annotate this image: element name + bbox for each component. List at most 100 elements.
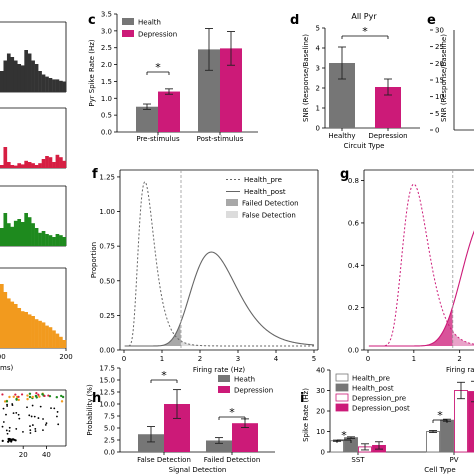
c-bar-depression	[220, 48, 242, 132]
raster-spike-pyr	[6, 405, 9, 407]
c-ytick-label: 2.5	[101, 44, 112, 52]
histogram-bar	[34, 228, 39, 246]
histogram-bar	[52, 162, 56, 168]
panel-d: d All Pyr 0 1 2 3 4 5 SNR (Response/Baseline) Hea…	[290, 12, 420, 150]
c-legend-swatch	[122, 30, 134, 37]
raster-spike-pyr	[13, 438, 16, 441]
raster-spike-pyr	[50, 407, 52, 409]
raster-spike-pyr	[39, 405, 42, 408]
raster-spike-red	[47, 394, 50, 397]
f-xtick-label: 5	[312, 355, 316, 363]
histogram-bar	[13, 60, 18, 92]
raster-spike-pyr	[56, 411, 59, 413]
histogram-bar	[13, 165, 18, 168]
i-ytick-label: 0	[321, 449, 325, 457]
raster-spike-pyr	[15, 411, 18, 414]
histogram-bar	[13, 304, 18, 348]
raster-spike-pyr	[31, 424, 34, 426]
g-xtick-label: 0	[366, 355, 370, 363]
raster-spike-red	[14, 393, 17, 396]
raster-spike-pyr	[29, 432, 32, 434]
raster-spike-red	[35, 391, 38, 395]
raster-spike-pyr	[34, 430, 37, 433]
i-sig-star: *	[341, 429, 347, 442]
g-ytick-label: 0.2	[348, 304, 359, 312]
raster-spike-interneuron	[34, 394, 38, 398]
e-ytick-label: 10	[435, 93, 444, 101]
histogram-bar	[45, 76, 49, 92]
i-ytick-label: 40	[316, 367, 325, 375]
panel-f: f 0.00 0.25 0.50 0.75 1.00 1.25 0 1 2 3 4 5 Firing ra…	[90, 167, 319, 374]
c-sig-star: *	[155, 61, 161, 74]
histogram-bar	[3, 292, 8, 348]
histogram-bar	[45, 156, 49, 168]
raster-spike-red	[1, 393, 4, 396]
e-ytick-label: 30	[435, 27, 444, 35]
raster-spike-pyr	[30, 415, 33, 418]
f-xtick-label: 1	[160, 355, 164, 363]
h-ylabel: Probability (%)	[86, 384, 94, 436]
panel-g: g 0.0 0.2 0.4 0.6 0.8 0 1 2 Firing ra	[340, 167, 474, 374]
d-ylabel: SNR (Response/Baseline)	[302, 34, 310, 122]
histogram-bar	[6, 53, 11, 92]
h-ytick-label: 2.5	[104, 437, 115, 445]
histogram-bar	[38, 232, 42, 246]
f-xtick-label: 0	[122, 355, 126, 363]
histogram-bar	[10, 301, 15, 348]
raster-spike-pyr	[11, 403, 14, 405]
d-title: All Pyr	[351, 12, 377, 21]
histogram-bar	[52, 237, 56, 246]
histogram-bar	[52, 79, 56, 92]
d-ytick-label: 4	[316, 45, 321, 53]
raster-spike-pyr	[8, 426, 11, 429]
e-ytick-label: 0	[435, 127, 439, 135]
f-ytick-label: 0.75	[99, 243, 115, 251]
e-ytick-label: 5	[435, 110, 439, 118]
histogram-bar	[59, 157, 63, 168]
panel-h: h 0.0 2.5 5.0 7.5 10.0 12.5 15.0 17.5 Probability…	[86, 365, 275, 474]
raster-spike-pyr	[42, 418, 44, 420]
c-bar-depression	[158, 91, 180, 132]
histogram-bar	[59, 235, 63, 246]
h-ytick-label: 12.5	[99, 389, 115, 397]
raster-spike-interneuron	[31, 395, 34, 399]
histogram-bar	[62, 81, 67, 92]
i-ytick-label: 10	[316, 428, 325, 436]
histogram-bar	[41, 231, 46, 246]
histogram-bar	[55, 234, 60, 246]
i-legend-swatch	[335, 393, 349, 402]
c-category-label: Post-stimulus	[197, 135, 244, 143]
h-category-label: False Detection	[137, 456, 191, 464]
g-ytick-label: 0.8	[348, 177, 359, 185]
raster-spike-pyr	[7, 437, 10, 441]
i-ytick-label: 20	[316, 408, 325, 416]
raster-spike-pyr	[15, 428, 18, 430]
panel-d-letter: d	[290, 13, 299, 28]
histogram-bar	[27, 162, 32, 168]
raster-spike-pyr	[53, 407, 56, 410]
c-category-label: Pre-stimulus	[136, 135, 180, 143]
d-ytick-label: 5	[316, 25, 320, 33]
raster-spike-pyr	[10, 440, 13, 443]
g-depression-pre-line	[368, 183, 474, 347]
i-bar-depression_post	[468, 391, 474, 453]
histogram-bar	[6, 298, 11, 348]
i-legend-swatch	[335, 373, 349, 382]
histogram-bar	[20, 311, 25, 348]
i-legend-label: Health_pre	[352, 375, 390, 383]
d-category-label: Healthy	[328, 132, 355, 140]
f-legend-label: Health_post	[244, 188, 286, 196]
d-category-label: Depression	[368, 132, 407, 140]
panel-g-letter: g	[340, 167, 349, 182]
f-ylabel: Proportion	[90, 242, 98, 278]
f-failed-detection-area	[124, 323, 181, 346]
e-ytick-label: 20	[435, 60, 444, 68]
panel-c: c 0.0 0.5 1.0 1.5 2.0 2.5 3.0 3.5 Pyr Spike Rate …	[88, 11, 258, 143]
e-ytick-label: 15	[435, 77, 444, 85]
raster-spike-pyr	[33, 415, 36, 418]
raster-spike-pyr	[42, 429, 44, 431]
i-bar-depression_pre	[454, 390, 468, 453]
f-ytick-label: 1.25	[99, 173, 115, 181]
i-ytick-label: 30	[316, 387, 325, 395]
h-xlabel: Signal Detection	[169, 466, 227, 474]
